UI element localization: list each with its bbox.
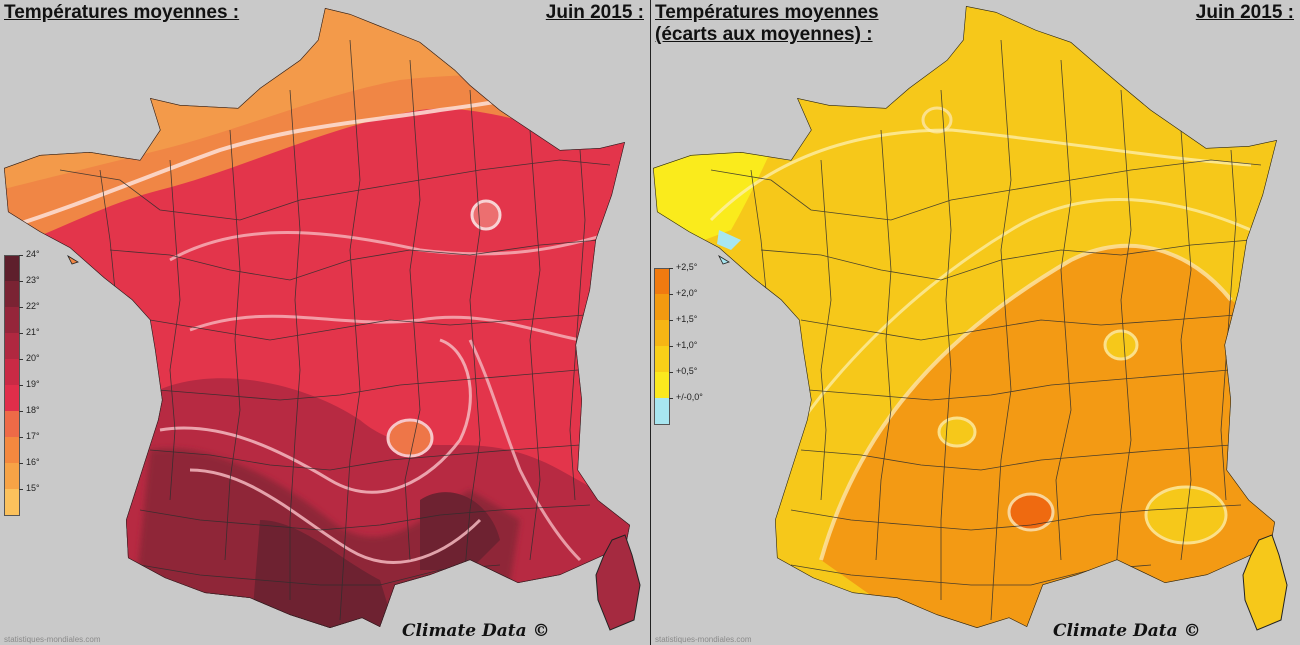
legend-swatch — [4, 359, 20, 385]
legend-swatch — [654, 294, 670, 320]
temperature-anomaly-map-panel: Températures moyennes (écarts aux moyenn… — [651, 0, 1300, 645]
legend-label: 16° — [26, 457, 40, 467]
legend-swatch — [4, 281, 20, 307]
legend-swatch — [4, 255, 20, 282]
legend-label: 15° — [26, 483, 40, 493]
legend-tick — [19, 463, 23, 464]
legend-label: 21° — [26, 327, 40, 337]
temperature-map — [4, 8, 641, 631]
map-title-line2: (écarts aux moyennes) : — [655, 24, 873, 45]
legend-label: 23° — [26, 275, 40, 285]
map-title: Températures moyennes : — [4, 2, 240, 23]
panel-divider — [650, 0, 651, 645]
source-watermark: statistiques-mondiales.com — [4, 635, 101, 644]
legend-tick — [669, 294, 673, 295]
legend-tick — [19, 385, 23, 386]
map-date: Juin 2015 : — [545, 2, 644, 23]
legend-label: 20° — [26, 353, 40, 363]
legend-tick — [19, 411, 23, 412]
legend-tick — [19, 359, 23, 360]
legend-swatch — [4, 489, 20, 516]
legend-tick — [19, 489, 23, 490]
legend-label: +0,5° — [676, 366, 698, 376]
legend-label: 19° — [26, 379, 40, 389]
legend-label: +/-0,0° — [676, 392, 703, 402]
legend-label: 18° — [26, 405, 40, 415]
legend-tick — [669, 346, 673, 347]
legend-tick — [19, 255, 23, 256]
corsica-island — [1242, 534, 1288, 631]
legend-swatch — [4, 307, 20, 333]
legend-swatch — [4, 463, 20, 489]
legend-tick — [669, 320, 673, 321]
average-temperature-map-panel: Températures moyennes : Juin 2015 : 24° 2… — [4, 2, 644, 644]
legend-tick — [669, 268, 673, 269]
legend-swatch — [4, 411, 20, 437]
map-title: Températures moyennes (écarts aux moyenn… — [655, 2, 879, 46]
legend-swatch — [4, 385, 20, 411]
legend-swatch — [654, 268, 670, 295]
source-watermark: statistiques-mondiales.com — [655, 635, 752, 644]
legend-tick — [19, 307, 23, 308]
legend-label: +1,0° — [676, 340, 698, 350]
legend-label: 24° — [26, 249, 40, 259]
corsica-island — [595, 534, 641, 631]
credit-text: Climate Data © — [402, 621, 550, 641]
legend-tick — [669, 372, 673, 373]
legend-swatch — [654, 398, 670, 425]
legend-swatch — [4, 437, 20, 463]
legend-swatch — [654, 346, 670, 372]
legend-label: +1,5° — [676, 314, 698, 324]
anomaly-map — [653, 6, 1288, 631]
map-date: Juin 2015 : — [1195, 2, 1294, 23]
legend-swatch — [654, 320, 670, 346]
legend-tick — [19, 281, 23, 282]
legend-swatch — [4, 333, 20, 359]
legend-label: +2,0° — [676, 288, 698, 298]
legend-label: +2,5° — [676, 262, 698, 272]
legend-tick — [19, 437, 23, 438]
legend-tick — [19, 333, 23, 334]
legend-tick — [669, 398, 673, 399]
credit-text: Climate Data © — [1053, 621, 1201, 641]
map-title-line1: Températures moyennes — [655, 2, 879, 23]
legend-label: 17° — [26, 431, 40, 441]
legend-swatch — [654, 372, 670, 398]
legend-label: 22° — [26, 301, 40, 311]
